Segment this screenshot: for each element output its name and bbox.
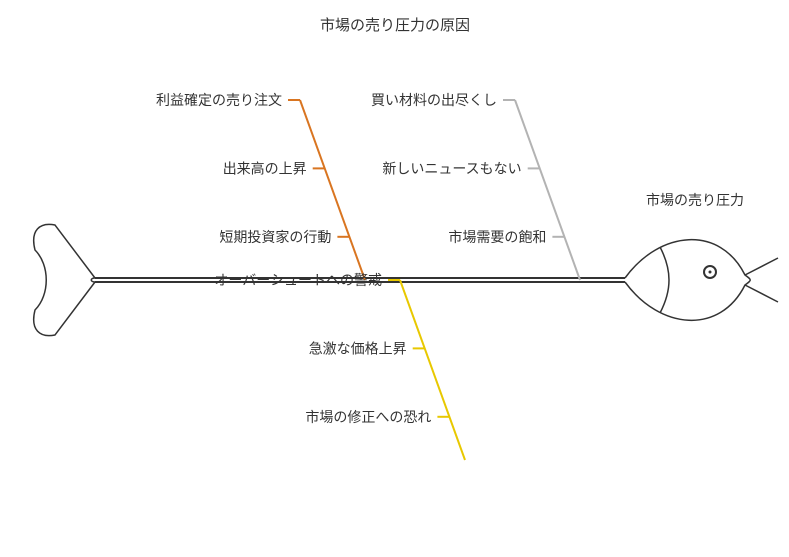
head-label: 市場の売り圧力: [646, 192, 744, 208]
cause-label: 短期投資家の行動: [219, 229, 331, 245]
cause-label: 利益確定の売り注文: [156, 92, 282, 108]
fish-head: [625, 240, 778, 321]
bone-1: [515, 100, 580, 280]
bones-group: 利益確定の売り注文出来高の上昇短期投資家の行動 買い材料の出尽くし新しいニュースも…: [156, 92, 580, 460]
fish-tail: [34, 224, 95, 335]
cause-label: 急激な価格上昇: [309, 340, 407, 356]
cause-label: 市場の修正への恐れ: [305, 409, 431, 425]
bone-2: [400, 280, 465, 460]
cause-label: オーバーシュートへの警戒: [214, 272, 382, 288]
cause-label: 新しいニュースもない: [382, 160, 521, 176]
cause-label: 出来高の上昇: [223, 160, 307, 176]
cause-label: 市場需要の飽和: [448, 229, 546, 245]
fish-eye-pupil: [709, 271, 712, 274]
fishbone-diagram: 市場の売り圧力の原因 市場の売り圧力 利益確定の売り注文出来高の上昇短期投資家の…: [0, 0, 789, 557]
cause-label: 買い材料の出尽くし: [371, 92, 497, 108]
diagram-title: 市場の売り圧力の原因: [320, 17, 470, 34]
bone-0: [300, 100, 365, 280]
